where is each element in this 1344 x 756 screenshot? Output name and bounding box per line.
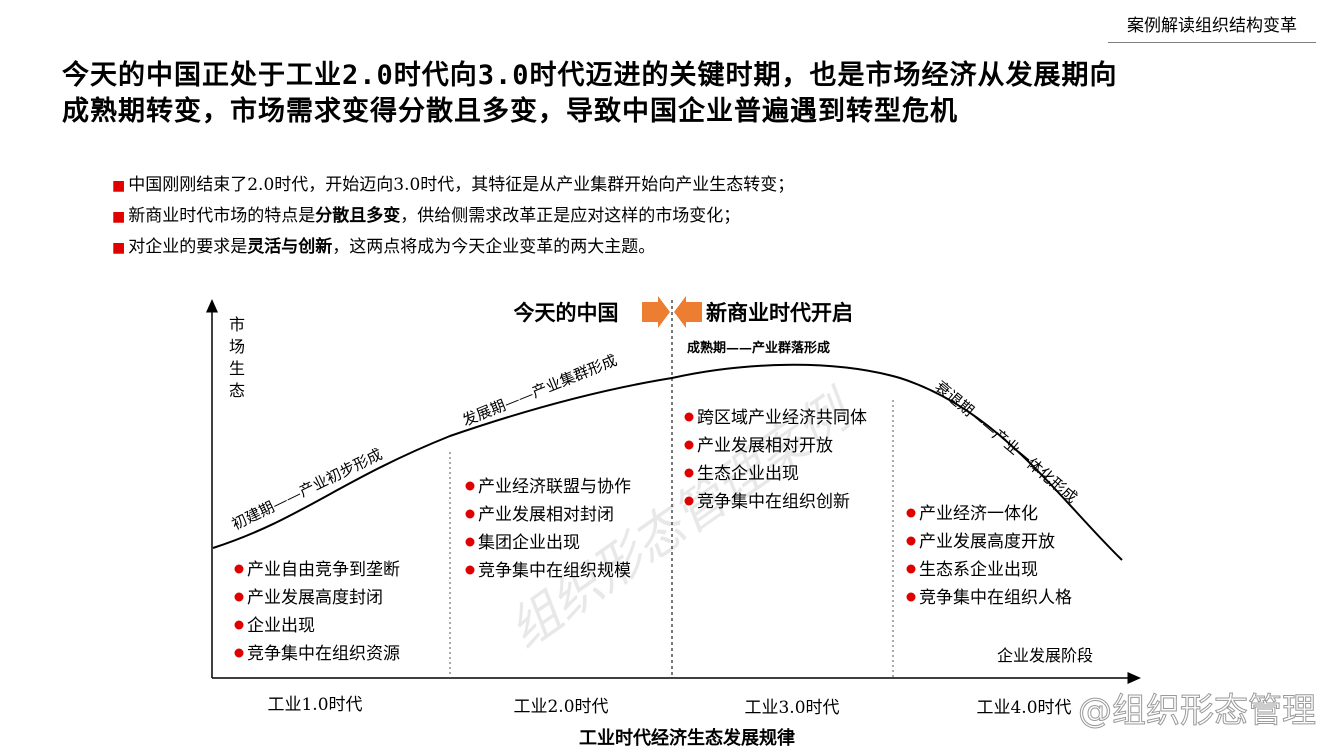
bullet-dot-icon — [465, 481, 475, 491]
new-era-label: 新商业时代开启 — [706, 300, 853, 325]
bullet-dot-icon — [906, 564, 916, 574]
svg-text:态: 态 — [229, 381, 245, 400]
svg-text:竞争集中在组织人格: 竞争集中在组织人格 — [919, 588, 1072, 608]
arrow-right-icon — [642, 296, 670, 328]
bullet-dot-icon — [465, 537, 475, 547]
stage-list-3: 跨区域产业经济共同体 产业发展相对开放 生态企业出现 竞争集中在组织创新 — [684, 408, 867, 512]
bullet-dot-icon — [906, 536, 916, 546]
square-bullet-icon: ■ — [112, 178, 126, 194]
bullet-dot-icon — [684, 412, 694, 422]
headline-line-2: 成熟期转变，市场需求变得分散且多变，导致中国企业普遍遇到转型危机 — [62, 96, 958, 127]
y-axis-label: 市 场 生 态 — [229, 315, 245, 400]
svg-text:产业经济联盟与协作: 产业经济联盟与协作 — [478, 477, 631, 497]
svg-text:竞争集中在组织资源: 竞争集中在组织资源 — [247, 644, 400, 664]
svg-text:跨区域产业经济共同体: 跨区域产业经济共同体 — [697, 408, 867, 428]
era-label: 工业3.0时代 — [744, 698, 839, 718]
x-axis-label: 企业发展阶段 — [997, 646, 1093, 665]
svg-text:产业发展高度开放: 产业发展高度开放 — [919, 532, 1055, 552]
svg-text:市: 市 — [229, 315, 245, 334]
phase-label-initial: 初建期——产业初步形成 — [229, 445, 385, 534]
svg-text:竞争集中在组织创新: 竞争集中在组织创新 — [697, 492, 850, 512]
svg-text:竞争集中在组织规模: 竞争集中在组织规模 — [478, 561, 631, 581]
bullet-dot-icon — [234, 620, 244, 630]
svg-text:集团企业出现: 集团企业出现 — [478, 533, 580, 553]
summary-bullets: ■ 中国刚刚结束了2.0时代，开始迈向3.0时代，其特征是从产业集群开始向产业生态… — [112, 170, 794, 263]
section-tag: 案例解读组织结构变革 — [1108, 12, 1316, 43]
bullet-dot-icon — [684, 496, 694, 506]
bullet-dot-icon — [906, 592, 916, 602]
bullet-dot-icon — [234, 592, 244, 602]
bullet-dot-icon — [465, 565, 475, 575]
bullet-dot-icon — [684, 440, 694, 450]
diagram-caption: 工业时代经济生态发展规律 — [579, 727, 795, 749]
stage-list-1: 产业自由竞争到垄断 产业发展高度封闭 企业出现 竞争集中在组织资源 — [234, 560, 400, 664]
svg-text:产业经济一体化: 产业经济一体化 — [919, 504, 1038, 524]
era-label: 工业1.0时代 — [267, 695, 362, 715]
phase-label-decline: 衰退期——产业一体化形成 — [931, 377, 1080, 507]
svg-text:产业发展相对封闭: 产业发展相对封闭 — [478, 505, 614, 525]
bullet-dot-icon — [234, 564, 244, 574]
square-bullet-icon: ■ — [112, 209, 126, 225]
svg-text:场: 场 — [229, 337, 245, 356]
bullet-item: ■ 新商业时代市场的特点是分散且多变，供给侧需求改革正是应对这样的市场变化； — [112, 206, 741, 226]
svg-text:生态企业出现: 生态企业出现 — [697, 464, 799, 484]
stage-list-4: 产业经济一体化 产业发展高度开放 生态系企业出现 竞争集中在组织人格 — [906, 504, 1072, 608]
square-bullet-icon: ■ — [112, 240, 126, 256]
bullet-dot-icon — [234, 648, 244, 658]
svg-text:产业发展相对开放: 产业发展相对开放 — [697, 436, 833, 456]
svg-text:企业出现: 企业出现 — [247, 616, 315, 636]
svg-text:产业自由竞争到垄断: 产业自由竞争到垄断 — [247, 560, 400, 580]
stage-list-2: 产业经济联盟与协作 产业发展相对封闭 集团企业出现 竞争集中在组织规模 — [465, 477, 631, 581]
page-headline: 今天的中国正处于工业2.0时代向3.0时代迈进的关键时期，也是市场经济从发展期向… — [62, 58, 1292, 130]
corner-watermark: @组织形态管理 — [1078, 691, 1316, 731]
phase-label-development: 发展期——产业集群形成 — [460, 351, 620, 430]
bullet-item: ■ 中国刚刚结束了2.0时代，开始迈向3.0时代，其特征是从产业集群开始向产业生态… — [112, 175, 795, 195]
bullet-item: ■ 对企业的要求是灵活与创新，这两点将成为今天企业变革的两大主题。 — [112, 237, 656, 257]
headline-line-1: 今天的中国正处于工业2.0时代向3.0时代迈进的关键时期，也是市场经济从发展期向 — [62, 60, 1118, 91]
svg-text:产业发展高度封闭: 产业发展高度封闭 — [247, 588, 383, 608]
bullet-dot-icon — [684, 468, 694, 478]
svg-text:生: 生 — [229, 359, 245, 378]
lifecycle-curve — [212, 363, 1123, 561]
phase-label-mature: 成熟期——产业群落形成 — [687, 340, 830, 356]
era-label: 工业2.0时代 — [513, 697, 608, 717]
bullet-dot-icon — [906, 508, 916, 518]
today-label: 今天的中国 — [514, 300, 619, 325]
arrow-left-icon — [674, 296, 702, 328]
bullet-dot-icon — [465, 509, 475, 519]
era-label: 工业4.0时代 — [976, 698, 1071, 718]
svg-text:生态系企业出现: 生态系企业出现 — [919, 560, 1038, 580]
